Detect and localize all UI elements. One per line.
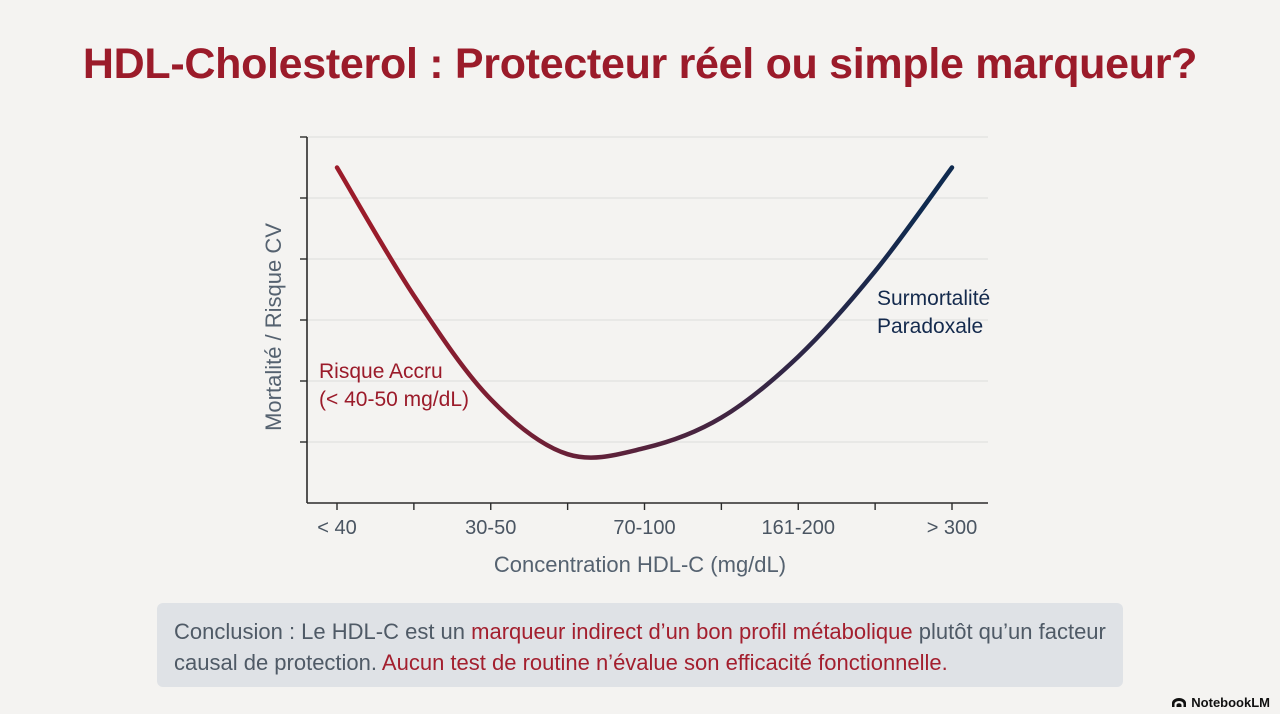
x-tick-label: 70-100 bbox=[613, 517, 675, 539]
conclusion-box: Conclusion : Le HDL-C est un marqueur in… bbox=[157, 603, 1123, 687]
chart: < 40 30-50 70-100 161-200 > 300 Concentratio… bbox=[261, 136, 990, 577]
brand: NotebookLM bbox=[1171, 695, 1270, 710]
x-tick-label: < 40 bbox=[317, 517, 356, 539]
grid-lines bbox=[307, 136, 988, 443]
y-ticks bbox=[300, 136, 307, 443]
x-tick-labels: < 40 30-50 70-100 161-200 > 300 bbox=[317, 517, 977, 539]
x-tick-label: > 300 bbox=[927, 517, 978, 539]
x-tick-label: 30-50 bbox=[465, 517, 516, 539]
x-tick-label: 161-200 bbox=[762, 517, 835, 539]
y-axis-label: Mortalité / Risque CV bbox=[261, 223, 286, 431]
conclusion-highlight-2: Aucun test de routine n’évalue son effic… bbox=[381, 650, 948, 675]
annotation-line: Paradoxale bbox=[877, 315, 983, 338]
annotation-line: Surmortalité bbox=[877, 287, 990, 310]
x-axis-label: Concentration HDL-C (mg/dL) bbox=[494, 552, 786, 577]
annotations: Risque Accru (< 40-50 mg/dL) Surmortalité P… bbox=[319, 287, 990, 411]
brand-name: NotebookLM bbox=[1191, 695, 1270, 710]
conclusion-text-1: Conclusion : Le HDL-C est un bbox=[174, 619, 472, 644]
x-ticks bbox=[336, 503, 953, 510]
page-title: HDL-Cholesterol : Protecteur réel ou sim… bbox=[82, 40, 1198, 88]
series-line-hdl bbox=[334, 165, 955, 460]
annotation-line: (< 40-50 mg/dL) bbox=[319, 388, 469, 411]
conclusion-highlight-1: marqueur indirect d’un bon profil métabo… bbox=[471, 619, 913, 644]
conclusion-text-2: plutôt qu’un facteur causal de protectio… bbox=[174, 619, 1106, 675]
annotation-line: Risque Accru bbox=[319, 360, 443, 383]
notebooklm-logo-icon bbox=[1172, 698, 1187, 707]
